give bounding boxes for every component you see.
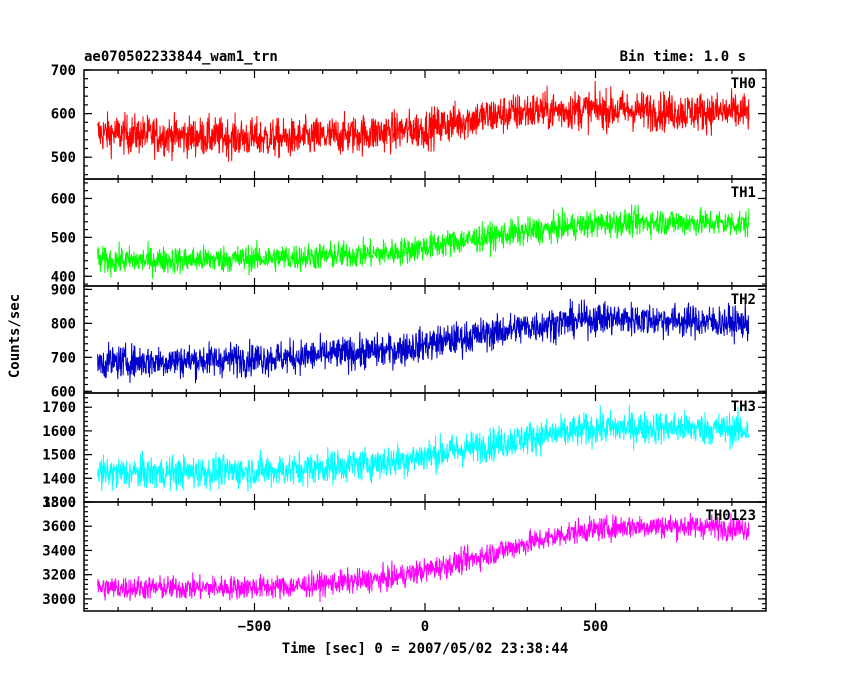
series-line-th0: [97, 80, 750, 162]
y-tick-label: 3200: [42, 568, 76, 584]
y-tick-label: 1700: [42, 400, 76, 416]
y-tick-label: 600: [51, 107, 76, 123]
panel-th1: 400 500 600 TH1: [51, 178, 767, 287]
y-tick-label: 700: [51, 63, 76, 79]
y-tick-label: 1400: [42, 471, 76, 487]
y-tick-label: 1300: [42, 495, 76, 511]
panel-label-th0: TH0: [731, 76, 756, 92]
panel-label-th0123: TH0123: [705, 508, 756, 524]
panel-th0: 500 600 700 TH0: [51, 63, 767, 180]
y-tick-label: 3400: [42, 543, 76, 559]
x-axis-title: Time [sec] 0 = 2007/05/02 23:38:44: [282, 641, 569, 657]
bin-time-label: Bin time: 1.0 s: [620, 49, 746, 65]
y-tick-label: 500: [51, 230, 76, 246]
y-tick-label: 600: [51, 384, 76, 400]
x-tick-label: −500: [238, 619, 272, 635]
panel-th2: 600 700 800 900 TH2: [51, 282, 767, 400]
y-tick-label: 3800: [42, 495, 76, 511]
y-tick-label: 1500: [42, 448, 76, 464]
panel-label-th1: TH1: [731, 185, 756, 201]
y-tick-label: 700: [51, 350, 76, 366]
y-tick-label: 500: [51, 150, 76, 166]
x-tick-label: 0: [421, 619, 429, 635]
chart-title: ae070502233844_wam1_trn: [84, 49, 278, 65]
y-tick-label: 3000: [42, 592, 76, 608]
series-line-th1: [97, 204, 750, 279]
y-tick-label: 900: [51, 282, 76, 298]
y-tick-label: 800: [51, 316, 76, 332]
series-line-th3: [97, 404, 750, 492]
y-tick-label: 1600: [42, 424, 76, 440]
y-tick-label: 3600: [42, 519, 76, 535]
panel-frame: [83, 178, 767, 287]
panel-th0123: 3000 3200 3400 3600 3800 TH0123: [42, 495, 767, 612]
y-axis-title: Counts/sec: [7, 294, 23, 378]
panel-label-th3: TH3: [731, 399, 756, 415]
panel-th3: 1300 1400 1500 1600 1700 TH3: [42, 392, 767, 511]
panel-label-th2: TH2: [731, 292, 756, 308]
series-line-th2: [97, 298, 750, 384]
panels-group: 500 600 700 TH0 400 500 600 TH1 600 700 800 900 TH2 1…: [42, 63, 767, 635]
series-line-th0123: [97, 512, 750, 603]
y-tick-label: 600: [51, 191, 76, 207]
y-tick-label: 400: [51, 269, 76, 285]
x-tick-label: 500: [583, 619, 608, 635]
